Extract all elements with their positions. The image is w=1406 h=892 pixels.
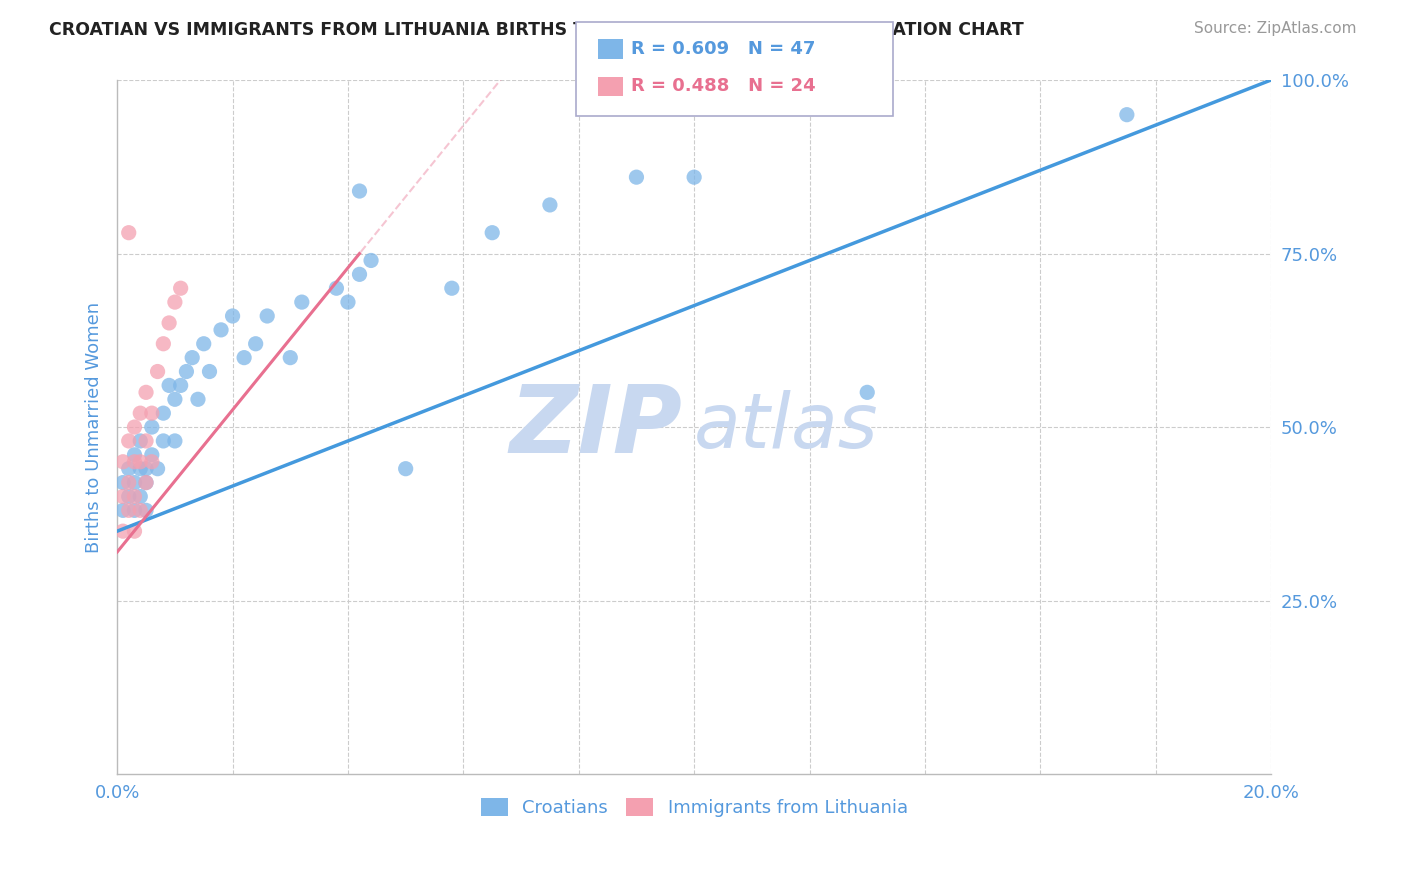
Point	[118, 490, 141, 504]
Point	[157, 378, 180, 392]
Y-axis label: Births to Unmarried Women: Births to Unmarried Women	[86, 301, 103, 553]
Point	[187, 392, 209, 407]
Point	[152, 406, 174, 420]
Point	[349, 268, 371, 282]
Point	[176, 365, 198, 379]
Point	[278, 351, 301, 365]
Point	[118, 503, 141, 517]
Point	[256, 309, 278, 323]
Point	[118, 461, 141, 475]
Point	[291, 295, 314, 310]
Point	[245, 336, 267, 351]
Point	[193, 336, 215, 351]
Point	[856, 385, 879, 400]
Point	[118, 475, 141, 490]
Point	[129, 490, 152, 504]
Point	[129, 461, 152, 475]
Text: R = 0.609   N = 47: R = 0.609 N = 47	[631, 40, 815, 58]
Point	[111, 490, 134, 504]
Point	[169, 378, 191, 392]
Point	[181, 351, 204, 365]
Point	[325, 281, 347, 295]
Point	[135, 434, 157, 448]
Text: atlas: atlas	[695, 390, 879, 464]
Point	[169, 281, 191, 295]
Point	[152, 336, 174, 351]
Point	[152, 434, 174, 448]
Point	[141, 455, 163, 469]
Point	[349, 184, 371, 198]
Point	[135, 461, 157, 475]
Point	[111, 503, 134, 517]
Text: ZIP: ZIP	[510, 381, 682, 473]
Point	[135, 475, 157, 490]
Point	[124, 455, 146, 469]
Text: R = 0.488   N = 24: R = 0.488 N = 24	[631, 78, 815, 95]
Point	[118, 226, 141, 240]
Point	[163, 434, 186, 448]
Point	[481, 226, 503, 240]
Text: CROATIAN VS IMMIGRANTS FROM LITHUANIA BIRTHS TO UNMARRIED WOMEN CORRELATION CHAR: CROATIAN VS IMMIGRANTS FROM LITHUANIA BI…	[49, 21, 1024, 39]
Point	[129, 406, 152, 420]
Point	[395, 461, 418, 475]
Point	[360, 253, 382, 268]
Point	[111, 455, 134, 469]
Point	[683, 170, 706, 185]
Point	[135, 385, 157, 400]
Point	[118, 434, 141, 448]
Point	[135, 503, 157, 517]
Point	[111, 524, 134, 538]
Point	[157, 316, 180, 330]
Point	[209, 323, 232, 337]
Point	[129, 434, 152, 448]
Point	[221, 309, 243, 323]
Point	[1115, 108, 1137, 122]
Legend: Croatians, Immigrants from Lithuania: Croatians, Immigrants from Lithuania	[474, 790, 915, 824]
Point	[141, 448, 163, 462]
Point	[111, 475, 134, 490]
Point	[336, 295, 359, 310]
Point	[129, 455, 152, 469]
Point	[626, 170, 648, 185]
Point	[440, 281, 463, 295]
Point	[163, 295, 186, 310]
Point	[233, 351, 256, 365]
Point	[141, 406, 163, 420]
Point	[163, 392, 186, 407]
Point	[146, 365, 169, 379]
Point	[129, 503, 152, 517]
Point	[146, 461, 169, 475]
Point	[124, 475, 146, 490]
Point	[124, 524, 146, 538]
Point	[198, 365, 221, 379]
Point	[124, 503, 146, 517]
Point	[124, 420, 146, 434]
Text: Source: ZipAtlas.com: Source: ZipAtlas.com	[1194, 21, 1357, 37]
Point	[141, 420, 163, 434]
Point	[135, 475, 157, 490]
Point	[124, 448, 146, 462]
Point	[124, 490, 146, 504]
Point	[538, 198, 561, 212]
